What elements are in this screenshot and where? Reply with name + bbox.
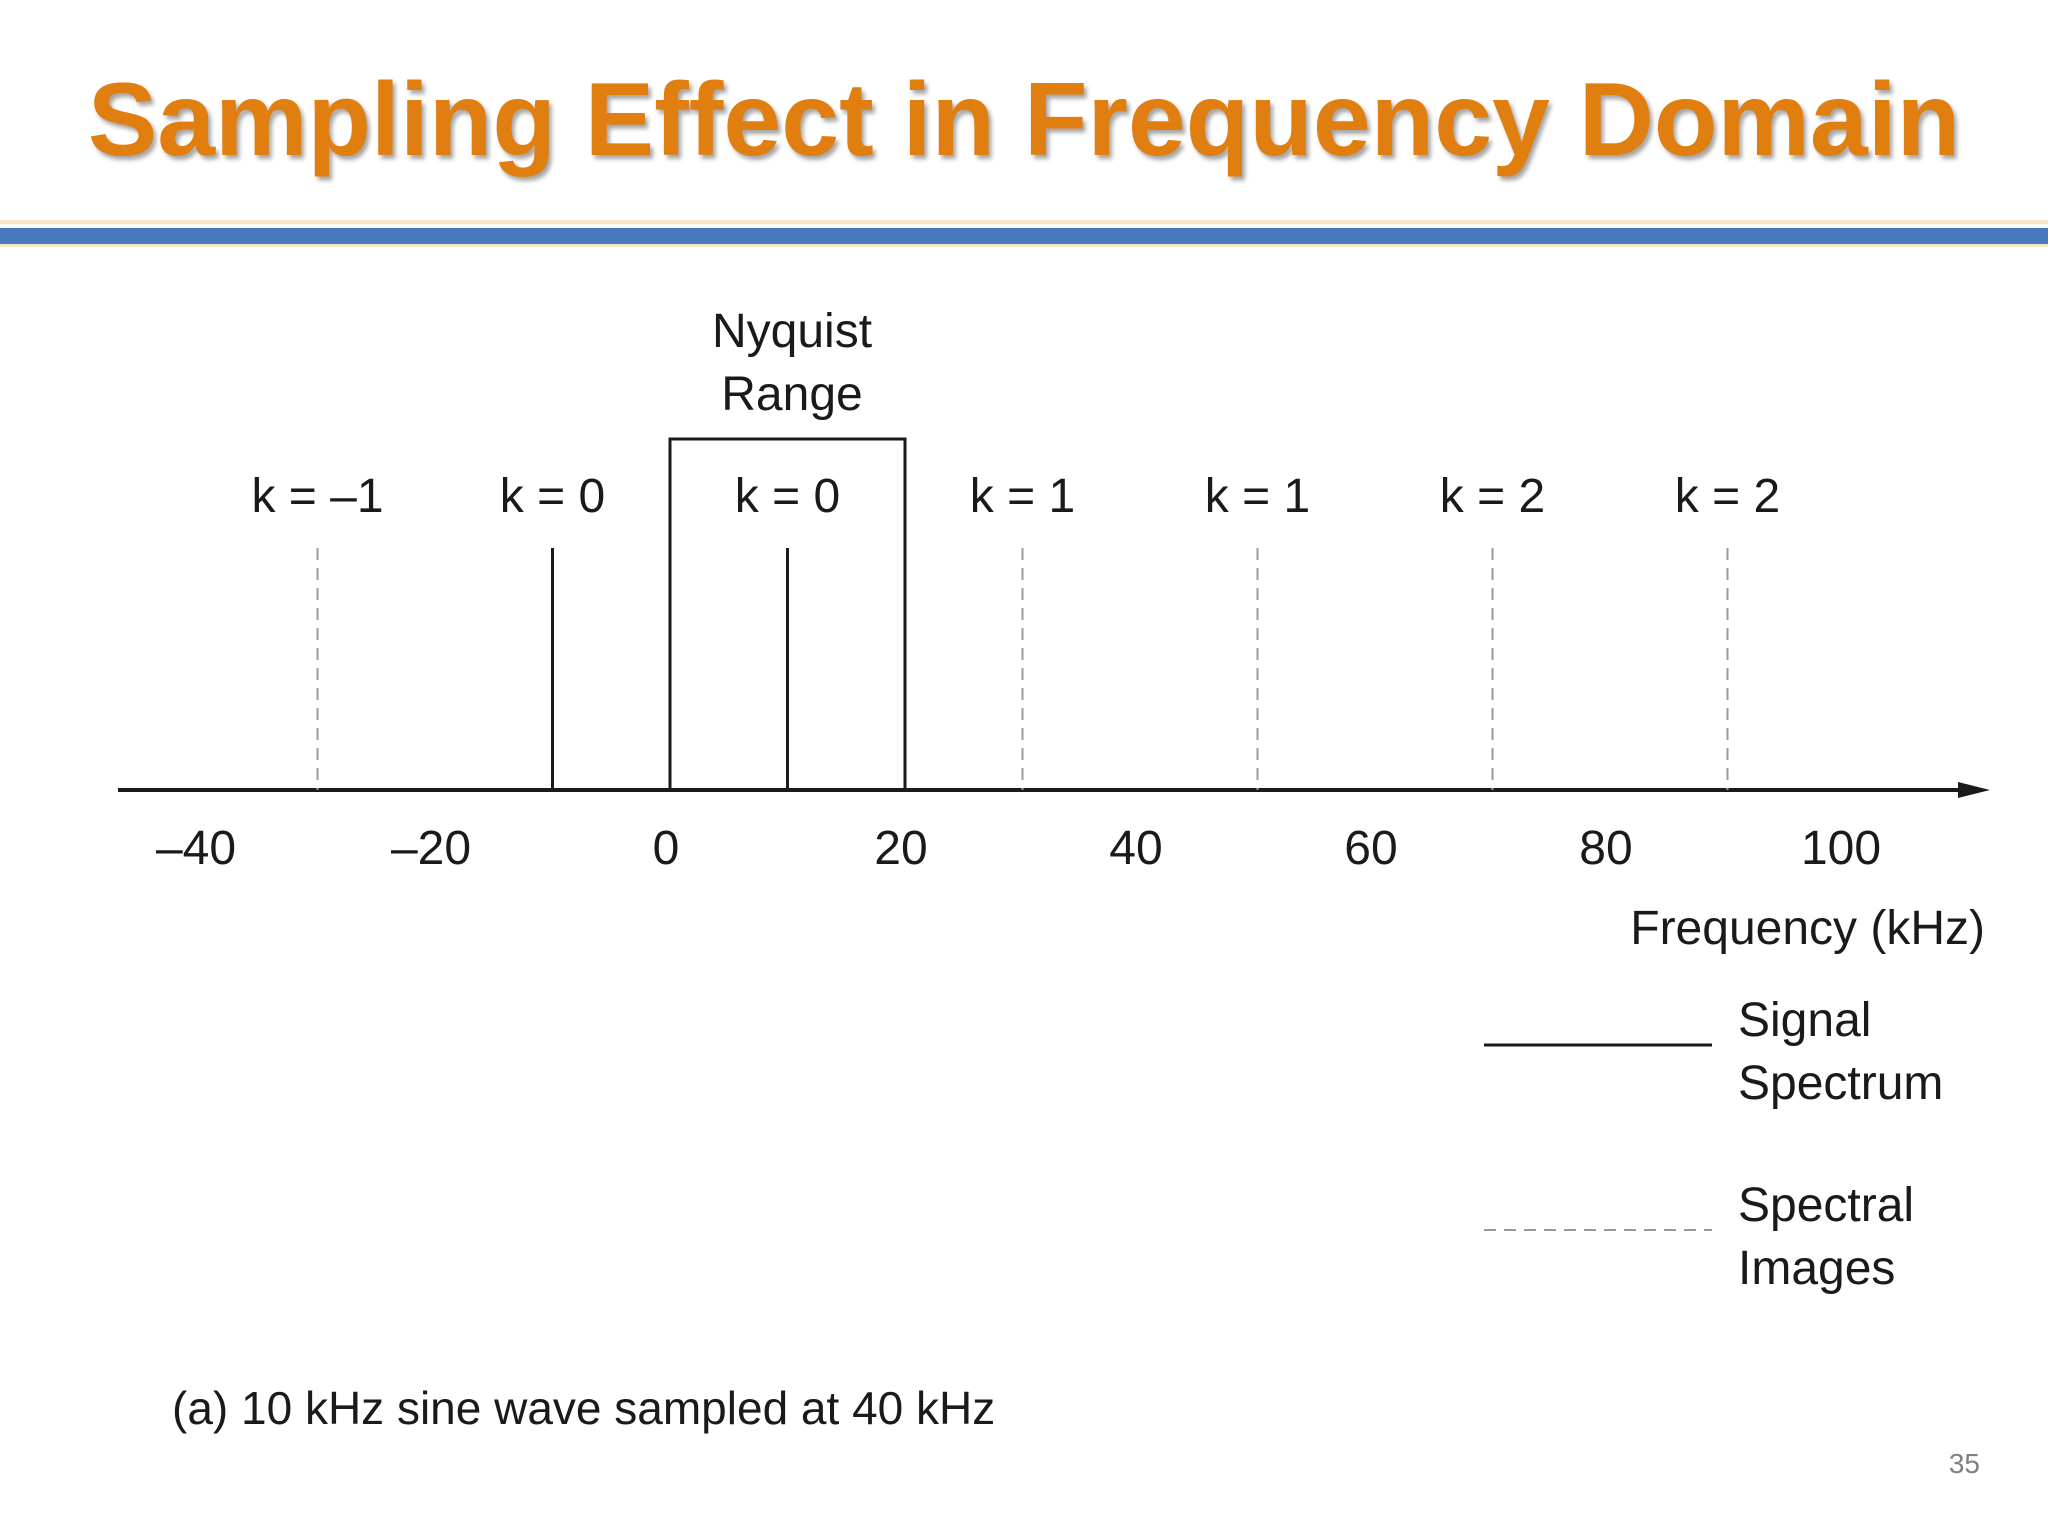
axis-arrowhead	[1958, 782, 1990, 798]
slide-number: 35	[1948, 1448, 1980, 1479]
slide-title: Sampling Effect in Frequency Domain	[87, 62, 1961, 178]
axis-tick-label: 100	[1801, 822, 1881, 875]
k-label: k = 1	[1205, 470, 1310, 523]
axis-tick-label: 40	[1109, 822, 1162, 875]
axis-tick-label: –40	[156, 822, 236, 875]
axis-tick-label: –20	[391, 822, 471, 875]
axis-tick-label: 0	[653, 822, 680, 875]
nyquist-label-line2: Range	[721, 368, 862, 421]
legend-signal-line1: Signal	[1738, 994, 1871, 1047]
axis-tick-label: 20	[874, 822, 927, 875]
legend-image-line2: Images	[1738, 1242, 1895, 1295]
axis-label: Frequency (kHz)	[1630, 902, 1985, 955]
k-label: k = 1	[970, 470, 1075, 523]
title-underline-light-bottom	[0, 244, 2048, 247]
k-label: k = 0	[500, 470, 605, 523]
legend-image-line1: Spectral	[1738, 1179, 1914, 1232]
k-label: k = –1	[251, 470, 383, 523]
title-underline-blue	[0, 228, 2048, 244]
k-label: k = 0	[735, 470, 840, 523]
k-label: k = 2	[1440, 470, 1545, 523]
k-label: k = 2	[1675, 470, 1780, 523]
title-underline-light	[0, 220, 2048, 224]
axis-tick-label: 80	[1579, 822, 1632, 875]
legend-signal-line2: Spectrum	[1738, 1057, 1943, 1110]
figure-caption: (a) 10 kHz sine wave sampled at 40 kHz	[172, 1382, 995, 1434]
nyquist-label-line1: Nyquist	[712, 305, 872, 358]
axis-tick-label: 60	[1344, 822, 1397, 875]
